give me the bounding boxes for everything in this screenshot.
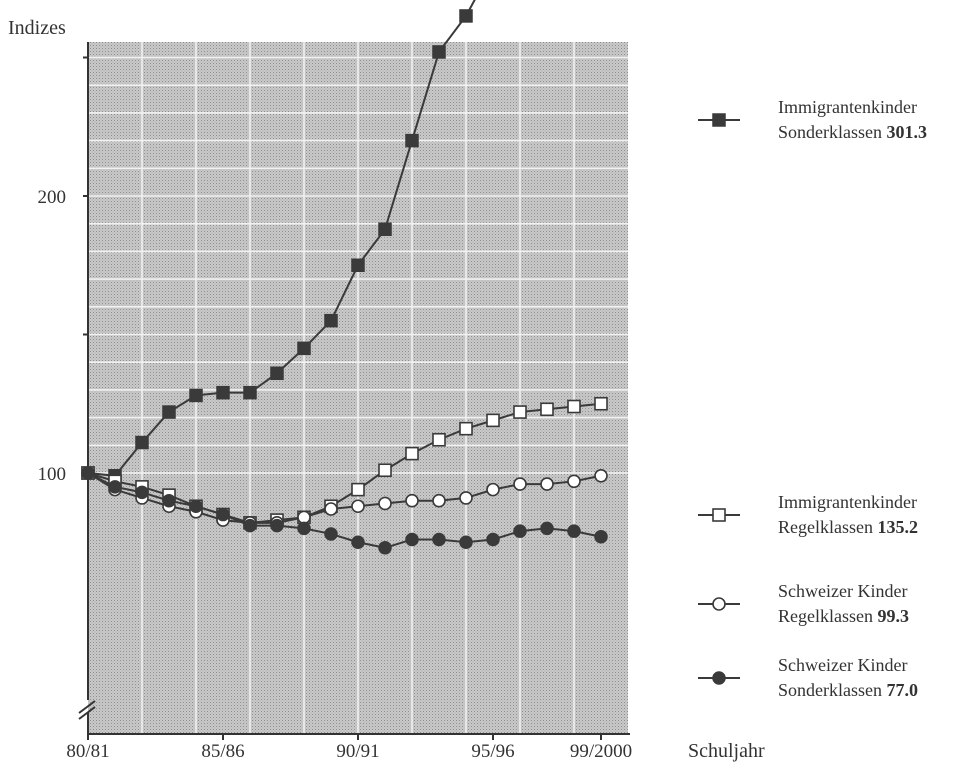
- series-4: [81, 466, 608, 555]
- y-tick-label: 200: [38, 187, 67, 208]
- data-point: [324, 527, 338, 541]
- data-point: [135, 485, 149, 500]
- legend-entry: Immigrantenkinder Regelklassen 135.2: [698, 492, 918, 537]
- legend-marker: [712, 508, 726, 522]
- data-point: [459, 421, 473, 436]
- data-point: [432, 45, 446, 59]
- axis-break-mark: [78, 700, 96, 714]
- data-point: [540, 402, 554, 417]
- axis-break-mark: [78, 706, 96, 720]
- data-point: [189, 388, 203, 403]
- data-point: [135, 435, 149, 450]
- data-point: [486, 532, 500, 547]
- data-point: [594, 396, 608, 411]
- legend-label-line2: Sonderklassen 77.0: [778, 680, 918, 700]
- data-point: [378, 222, 392, 236]
- data-point: [81, 466, 95, 480]
- data-point: [270, 366, 284, 381]
- data-point: [189, 499, 203, 513]
- x-axis-label: Schuljahr: [688, 740, 765, 762]
- data-point: [297, 510, 311, 525]
- data-point: [459, 491, 473, 505]
- data-point: [405, 493, 419, 508]
- x-tick-label: 85/86: [201, 741, 244, 762]
- legend-label-line1: Immigrantenkinder: [778, 492, 917, 512]
- data-point: [324, 313, 338, 328]
- data-point: [270, 518, 284, 533]
- data-point: [162, 493, 176, 508]
- legend-label-line1: Schweizer Kinder: [778, 581, 907, 601]
- data-point: [405, 133, 419, 148]
- data-point: [567, 399, 581, 414]
- legend-label-line1: Immigrantenkinder: [778, 97, 917, 117]
- legend-final-value: 77.0: [886, 680, 918, 700]
- x-tick-label: 99/2000: [570, 741, 632, 762]
- legend-label-line2: Regelklassen 99.3: [778, 606, 909, 626]
- data-point: [405, 532, 419, 547]
- data-point: [486, 413, 500, 428]
- legend-final-value: 99.3: [877, 606, 909, 626]
- data-point: [243, 385, 257, 400]
- legend-final-value: 301.3: [886, 122, 927, 142]
- data-point: [540, 521, 554, 536]
- data-point: [351, 482, 365, 497]
- x-tick-label: 80/81: [66, 741, 109, 762]
- legend-label-line1: Schweizer Kinder: [778, 655, 907, 675]
- legend-marker: [712, 113, 726, 127]
- data-point: [162, 405, 176, 419]
- data-point: [243, 518, 257, 533]
- y-axis-label: Indizes: [8, 17, 66, 39]
- data-point: [378, 463, 392, 478]
- data-point: [324, 502, 338, 516]
- data-point: [486, 482, 500, 497]
- data-point: [459, 535, 473, 549]
- legend-marker: [712, 597, 726, 611]
- x-tick-label: 90/91: [336, 741, 379, 762]
- data-point: [594, 529, 608, 544]
- data-point: [378, 496, 392, 511]
- data-point: [351, 258, 365, 272]
- data-point: [351, 535, 365, 549]
- legend-label-line2: Sonderklassen 301.3: [778, 122, 927, 142]
- legend-entry: Schweizer Kinder Sonderklassen 77.0: [698, 655, 918, 700]
- legend-entry: Schweizer Kinder Regelklassen 99.3: [698, 581, 909, 626]
- data-point: [405, 446, 419, 461]
- legend-entry: Immigrantenkinder Sonderklassen 301.3: [698, 97, 927, 142]
- legend-final-value: 135.2: [877, 517, 918, 537]
- data-point: [432, 532, 446, 547]
- data-point: [459, 9, 473, 23]
- data-point: [513, 477, 527, 491]
- data-point: [432, 493, 446, 508]
- axes: [78, 42, 630, 740]
- x-tick-label: 95/96: [471, 741, 514, 762]
- data-point: [594, 468, 608, 483]
- legend-label-line2: Regelklassen 135.2: [778, 517, 918, 537]
- data-point: [297, 521, 311, 536]
- gridlines: [88, 42, 628, 734]
- data-point: [513, 405, 527, 419]
- data-point: [432, 432, 446, 447]
- y-tick-label: 100: [38, 464, 67, 485]
- data-point: [216, 507, 230, 522]
- data-point: [513, 524, 527, 538]
- data-point: [351, 499, 365, 514]
- data-point: [567, 524, 581, 538]
- data-point: [297, 341, 311, 356]
- series-layer: [81, 0, 608, 555]
- data-point: [567, 474, 581, 489]
- data-point: [378, 541, 392, 555]
- data-point: [216, 385, 230, 400]
- data-point: [540, 477, 554, 491]
- legend-marker: [712, 671, 726, 685]
- data-point: [108, 480, 122, 494]
